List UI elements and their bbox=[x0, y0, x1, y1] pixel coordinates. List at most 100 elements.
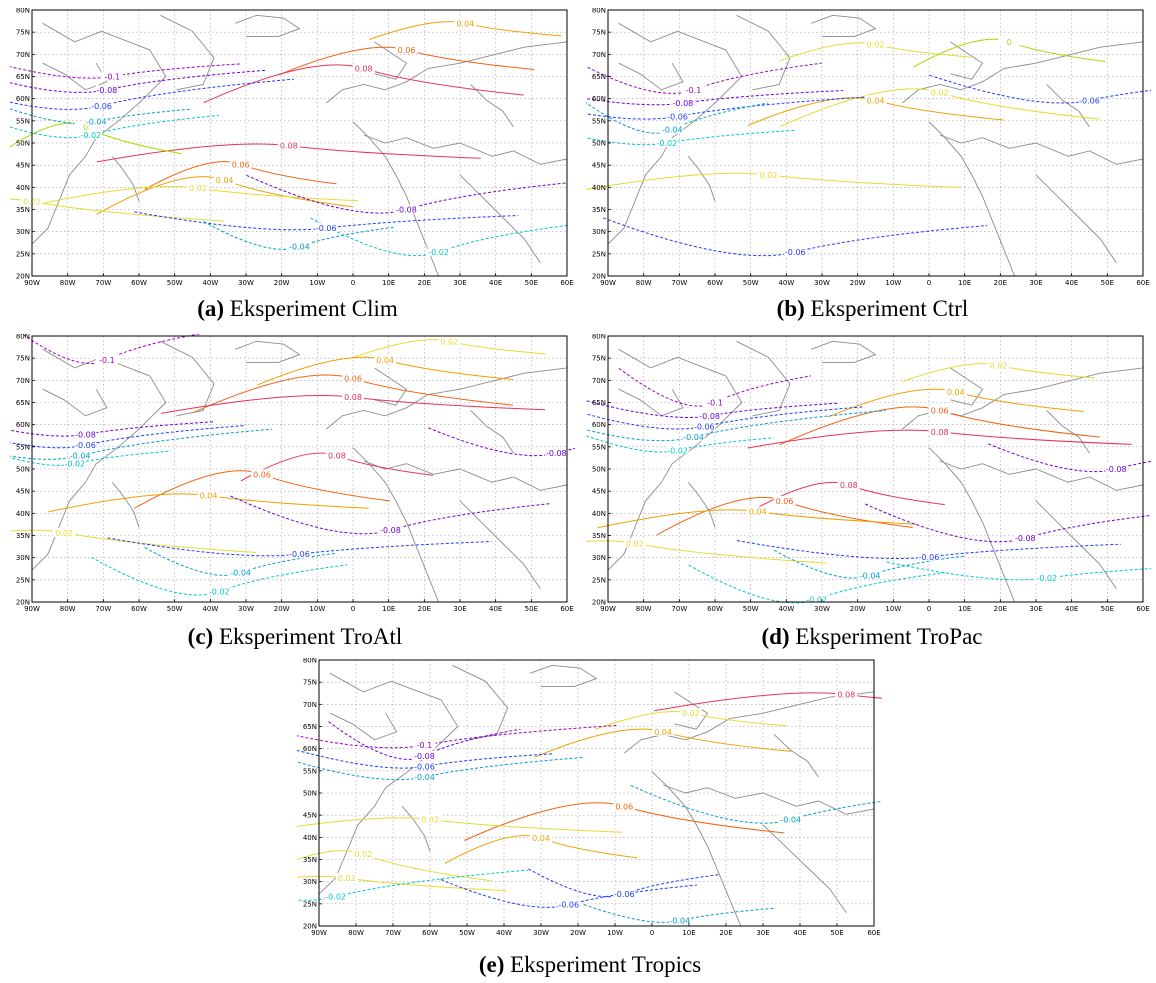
caption-a-letter: (a) bbox=[197, 296, 225, 321]
coastline bbox=[352, 121, 440, 277]
contour-label: 0.02 bbox=[421, 816, 439, 825]
contour-line bbox=[297, 749, 553, 769]
lon-tick-label: 40E bbox=[1065, 605, 1078, 613]
contour-label: -0.1 bbox=[707, 399, 723, 408]
contour-label-bg bbox=[63, 458, 86, 468]
lon-tick-label: 10E bbox=[382, 605, 395, 613]
contour-label-bg bbox=[928, 426, 951, 436]
coastline bbox=[811, 14, 877, 38]
map-frame-group: 0.02 0.04 0.02 0.02 0 -0.1 -0.08 -0.06 -0.04 -0.0… bbox=[586, 8, 1151, 287]
contour-label-bg bbox=[918, 551, 940, 561]
lon-tick-label: 90W bbox=[24, 605, 40, 613]
contour-line bbox=[630, 784, 882, 824]
lon-tick-label: 20E bbox=[994, 279, 1007, 287]
contour-label: -0.06 bbox=[694, 422, 715, 431]
coastline bbox=[318, 672, 459, 895]
lat-tick-label: 70N bbox=[592, 51, 606, 59]
lat-tick-label: 45N bbox=[16, 162, 30, 170]
coastline bbox=[736, 340, 791, 417]
contour-label-bg bbox=[374, 354, 397, 364]
contour-label: 0.04 bbox=[200, 492, 218, 501]
lat-tick-label: 75N bbox=[592, 29, 606, 37]
lon-tick-label: 90W bbox=[600, 279, 616, 287]
contour-label: 0.08 bbox=[837, 691, 855, 700]
caption-a: (a) Eksperiment Clim bbox=[160, 296, 435, 322]
coastline bbox=[111, 482, 140, 528]
contour-label-bg bbox=[352, 849, 375, 859]
lon-tick-label: 80W bbox=[60, 279, 76, 287]
contour-map-a: 0.040.060.080.080.060.040.020.020-0.1-0.… bbox=[10, 8, 574, 287]
map-frame-group: 0.040.060.080.080.060.040.020.020-0.1-0.… bbox=[10, 8, 574, 287]
coastline bbox=[1035, 174, 1117, 263]
lat-tick-label: 50N bbox=[592, 140, 606, 148]
lat-tick-label: 80N bbox=[592, 8, 606, 15]
contour-label: -0.02 bbox=[806, 595, 827, 604]
contour-label-bg bbox=[864, 95, 887, 105]
contour-label: -0.04 bbox=[70, 452, 91, 461]
contour-line bbox=[583, 904, 776, 923]
contour-label-bg bbox=[1035, 573, 1058, 583]
lon-tick-label: 20W bbox=[274, 605, 290, 613]
coastline bbox=[329, 712, 398, 741]
lon-tick-label: 20E bbox=[994, 605, 1007, 613]
contour-line bbox=[297, 850, 492, 882]
lat-tick-label: 70N bbox=[16, 377, 30, 385]
contour-label-bg bbox=[324, 891, 347, 901]
contour-label: 0 bbox=[83, 123, 88, 132]
lon-tick-label: 20W bbox=[274, 279, 290, 287]
contour-label-bg bbox=[655, 138, 678, 147]
map-panel-d: 0.02 0.04 0.06 0.08 0.08 0.06 0.04 0.02 -0.1 -0.0… bbox=[586, 334, 1151, 616]
contour-label-bg bbox=[545, 448, 568, 458]
coastline bbox=[235, 340, 301, 364]
coastline bbox=[352, 447, 440, 603]
contour-line bbox=[886, 561, 1151, 581]
contour-label: 0.02 bbox=[990, 361, 1008, 370]
contour-label-bg bbox=[661, 124, 684, 134]
contour-label-bg bbox=[288, 241, 311, 251]
contour-label-bg bbox=[613, 801, 636, 811]
lat-tick-label: 55N bbox=[592, 117, 606, 125]
caption-d: (d) Eksperiment TroPac bbox=[722, 624, 1022, 650]
lon-tick-label: 30W bbox=[533, 929, 549, 937]
contour-label-bg bbox=[229, 159, 252, 169]
lat-tick-label: 45N bbox=[303, 812, 317, 820]
lon-tick-label: 50W bbox=[743, 279, 759, 287]
lat-tick-label: 20N bbox=[592, 273, 606, 281]
contour-label: -0.04 bbox=[860, 571, 881, 580]
lon-tick-label: 0 bbox=[927, 279, 931, 287]
contour-label: 0.04 bbox=[654, 728, 672, 737]
contour-label: -0.04 bbox=[780, 816, 801, 825]
coastline bbox=[326, 41, 568, 104]
contour-label-bg bbox=[395, 204, 418, 214]
contour-label-bg bbox=[530, 833, 552, 843]
lon-tick-label: 70W bbox=[385, 929, 401, 937]
lat-tick-label: 20N bbox=[16, 599, 30, 607]
coastline bbox=[902, 41, 1144, 104]
lon-tick-label: 40W bbox=[778, 279, 794, 287]
lon-tick-label: 30W bbox=[814, 605, 830, 613]
lat-tick-label: 75N bbox=[303, 679, 317, 687]
contour-line bbox=[297, 756, 585, 781]
lat-tick-label: 40N bbox=[592, 510, 606, 518]
contour-label-bg bbox=[208, 586, 231, 596]
contour-label: 0.02 bbox=[867, 41, 885, 50]
lon-tick-label: 70W bbox=[671, 279, 687, 287]
contour-label: -0.08 bbox=[1106, 465, 1127, 474]
lat-tick-label: 55N bbox=[16, 117, 30, 125]
contour-label-bg bbox=[277, 140, 300, 150]
contour-label-bg bbox=[987, 360, 1010, 370]
lat-tick-label: 40N bbox=[16, 184, 30, 192]
contour-label: -0.06 bbox=[316, 224, 337, 233]
contour-label-bg bbox=[682, 432, 705, 442]
contour-label-bg bbox=[757, 169, 780, 179]
contour-label-bg bbox=[74, 122, 97, 132]
coastline bbox=[160, 340, 215, 417]
lon-tick-label: 60E bbox=[560, 605, 573, 613]
contour-label: -0.04 bbox=[289, 243, 310, 252]
lon-tick-label: 30E bbox=[453, 279, 466, 287]
contour-label-bg bbox=[944, 386, 967, 396]
contour-label: -0.08 bbox=[97, 86, 118, 95]
lon-tick-label: 10E bbox=[682, 929, 695, 937]
contour-label: 0.08 bbox=[840, 481, 858, 490]
map-panel-b: 0.02 0.04 0.02 0.02 0 -0.1 -0.08 -0.06 -0.04 -0.0… bbox=[586, 8, 1151, 290]
